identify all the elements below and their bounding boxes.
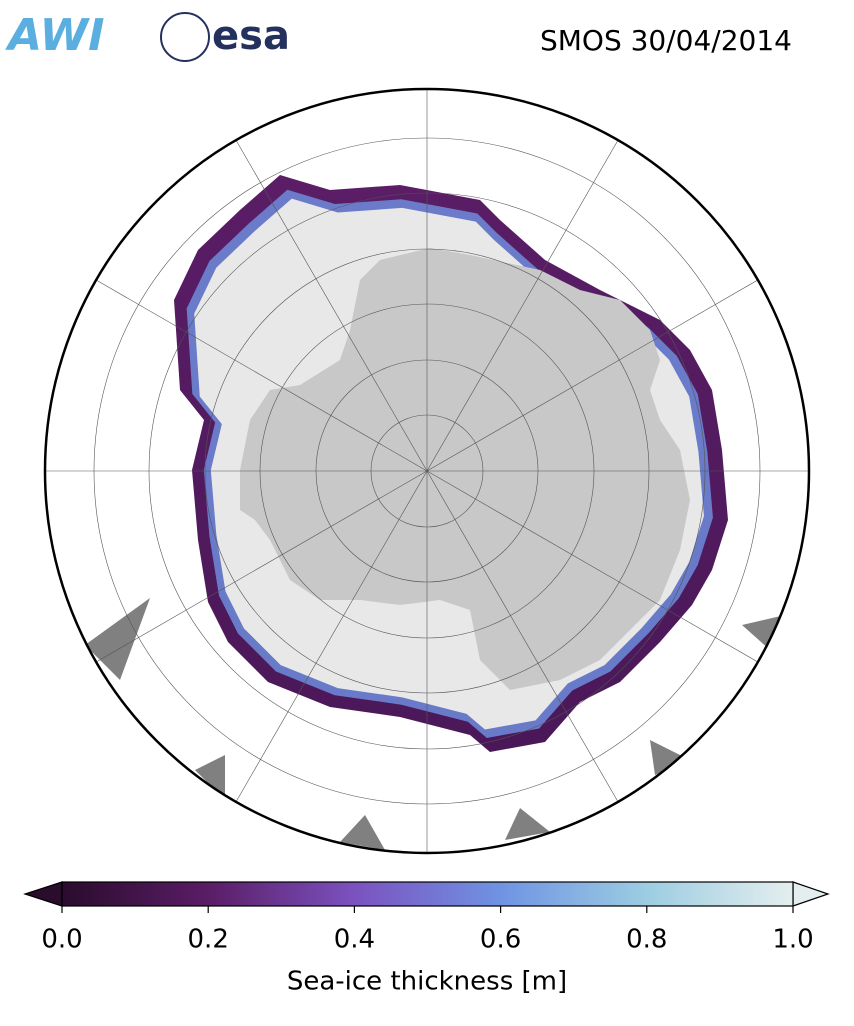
meridians — [45, 89, 809, 853]
patch — [650, 740, 690, 775]
colorbar-tick-label: 0.0 — [41, 925, 82, 955]
antarctica — [240, 248, 690, 690]
extend-low — [23, 881, 63, 907]
colorbar-label: Sea-ice thickness [m] — [287, 967, 567, 997]
extend-high — [792, 881, 830, 907]
map — [45, 89, 809, 853]
colorbar-tick-label: 0.2 — [188, 925, 229, 955]
patch — [505, 808, 550, 840]
colorbar-gradient — [61, 881, 794, 907]
logo-awi: AWI — [5, 10, 105, 61]
patch — [195, 755, 225, 800]
gray-patches — [85, 598, 785, 850]
colorbar-tick-label: 0.6 — [480, 925, 521, 955]
map-title: SMOS 30/04/2014 — [540, 24, 792, 57]
graticule — [45, 89, 809, 853]
colorbar-tick-label: 0.8 — [626, 925, 667, 955]
patch — [742, 615, 785, 650]
colorbar-tick-label: 1.0 — [772, 925, 813, 955]
logo-esa-mark — [160, 12, 210, 62]
colorbar: 0.0 0.2 0.4 0.6 0.8 1.0 — [23, 881, 830, 955]
colorbar-tick-label: 0.4 — [334, 925, 375, 955]
meridian — [89, 275, 765, 667]
map-boundary — [43, 87, 811, 855]
patch — [340, 815, 385, 850]
logo-esa: esa — [212, 13, 290, 59]
patch — [85, 598, 150, 680]
